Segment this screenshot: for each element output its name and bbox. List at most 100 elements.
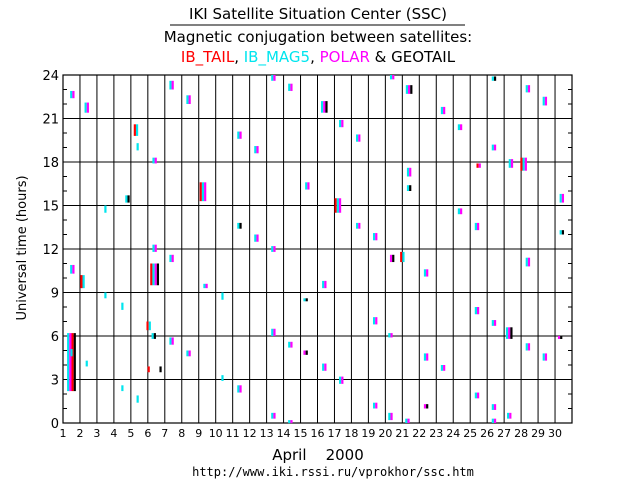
conjugation-mark-ib-mag5 (305, 182, 308, 190)
conjugation-mark-ib-mag5 (288, 341, 291, 348)
conjugation-mark-ib-tail (199, 182, 202, 202)
plot-grid (62, 74, 573, 424)
x-tick-label: 28 (514, 427, 528, 440)
conjugation-mark-polar (290, 420, 293, 424)
conjugation-mark-polar (86, 102, 89, 113)
conjugation-mark-polar (375, 233, 378, 241)
conjugation-mark-polar (493, 404, 497, 410)
conjugation-mark-ib-mag5 (288, 83, 291, 91)
conjugation-mark-polar (407, 418, 410, 423)
conjugation-mark-ib-mag5 (423, 269, 427, 277)
conjugation-mark-polar (154, 244, 157, 252)
conjugation-mark-polar (493, 320, 497, 326)
conjugation-mark-polar (154, 157, 157, 164)
conjugation-mark-ib-mag5 (85, 360, 88, 367)
conjugation-mark-polar (72, 90, 75, 99)
conjugation-mark-polar (544, 353, 548, 361)
conjugation-mark-polar (443, 106, 446, 115)
y-tick-label: 12 (42, 243, 59, 258)
conjugation-mark-ib-mag5 (405, 418, 408, 423)
y-tick-label: 9 (51, 287, 59, 302)
conjugation-mark-ib-mag5 (423, 353, 427, 361)
conjugation-mark-polar (358, 222, 361, 229)
conjugation-mark-ib-mag5 (525, 257, 528, 267)
conjugation-mark-ib-tail (133, 124, 136, 136)
conjugation-mark-polar (303, 350, 306, 355)
conjugation-mark-ib-mag5 (474, 392, 477, 399)
conjugation-mark-ib-mag5 (491, 404, 494, 410)
conjugation-mark-polar (509, 412, 512, 419)
conjugation-mark-geotail (410, 85, 413, 94)
conjugation-mark-polar (392, 75, 395, 80)
conjugation-mark-ib-mag5 (402, 251, 405, 263)
conjugation-mark-ib-mag5 (121, 385, 124, 392)
conjugation-mark-ib-mag5 (303, 298, 306, 302)
conjugation-mark-polar (493, 144, 497, 151)
conjugation-mark-ib-tail (150, 263, 153, 286)
conjugation-mark-polar (524, 157, 527, 171)
conjugation-mark-ib-mag5 (406, 167, 410, 177)
conjugation-mark-polar (239, 131, 242, 139)
conjugation-mark-geotail (392, 254, 395, 263)
conjugation-mark-polar (171, 254, 174, 263)
conjugation-mark-polar (341, 376, 344, 384)
conjugation-mark-geotail (156, 263, 160, 286)
legend-line: IB_TAIL, IB_MAG5, POLAR & GEOTAIL (181, 48, 456, 67)
conjugation-mark-polar (476, 222, 480, 231)
conjugation-mark-ib-mag5 (559, 230, 562, 235)
conjugation-mark-geotail (561, 230, 565, 235)
conjugation-mark-ib-mag5 (271, 246, 274, 252)
conjugation-mark-ib-mag5 (525, 85, 528, 93)
x-tick-label: 20 (378, 427, 392, 440)
conjugation-mark-polar (409, 167, 412, 177)
conjugation-mark-polar (408, 85, 411, 94)
x-tick-label: 24 (446, 427, 460, 440)
conjugation-mark-ib-mag5 (372, 233, 376, 241)
conjugation-mark-polar (324, 363, 327, 371)
conjugation-mark-ib-mag5 (525, 343, 528, 351)
conjugation-mark-geotail (560, 336, 563, 339)
conjugation-mark-polar (273, 412, 276, 419)
conjugation-mark-ib-mag5 (559, 193, 562, 203)
x-tick-label: 13 (260, 427, 274, 440)
conjugation-mark-polar (256, 146, 259, 154)
conjugation-mark-polar (239, 385, 242, 393)
x-tick-label: 12 (243, 427, 257, 440)
conjugation-mark-ib-mag5 (237, 222, 240, 229)
conjugation-mark-ib-mag5 (271, 328, 274, 336)
conjugation-mark-ib-mag5 (136, 143, 139, 151)
chart-subtitle: Magnetic conjugation between satellites: (164, 28, 473, 46)
x-tick-label: 6 (144, 427, 151, 440)
conjugation-mark-ib-mag5 (322, 363, 325, 371)
conjugation-mark-polar (508, 327, 511, 339)
y-tick-label: 21 (42, 113, 59, 128)
y-tick-labels: 0 3 6 9 12 15 18 21 24 (42, 69, 59, 432)
conjugation-mark-ib-mag5 (221, 292, 224, 300)
x-tick-label: 17 (327, 427, 341, 440)
conjugation-mark-polar (204, 182, 207, 202)
conjugation-mark-ib-mag5 (135, 124, 139, 136)
conjugation-mark-ib-mag5 (237, 385, 240, 393)
conjugation-mark-polar (188, 350, 191, 357)
conjugation-mark-ib-mag5 (254, 146, 257, 154)
conjugation-mark-ib-tail (71, 333, 74, 392)
conjugation-mark-ib-mag5 (70, 264, 73, 274)
legend-ib-tail: IB_TAIL (181, 48, 235, 67)
conjugation-mark-ib-mag5 (508, 159, 511, 168)
conjugation-mark-ib-mag5 (271, 75, 274, 81)
x-tick-label: 27 (497, 427, 511, 440)
y-tick-label: 6 (51, 330, 59, 345)
conjugation-mark-polar (307, 182, 310, 190)
x-tick-label: 21 (395, 427, 409, 440)
conjugation-mark-polar (273, 246, 276, 252)
conjugation-mark-ib-tail (80, 275, 83, 289)
conjugation-mark-ib-mag5 (491, 144, 494, 151)
conjugation-mark-ib-tail (476, 163, 479, 168)
conjugation-mark-ib-mag5 (104, 205, 107, 213)
conjugation-mark-ib-mag5 (151, 333, 154, 339)
conjugation-mark-polar (478, 163, 481, 168)
x-tick-label: 15 (294, 427, 308, 440)
conjugation-mark-polar (460, 124, 463, 131)
x-axis-label: April 2000 (272, 446, 364, 464)
x-tick-label: 19 (361, 427, 375, 440)
